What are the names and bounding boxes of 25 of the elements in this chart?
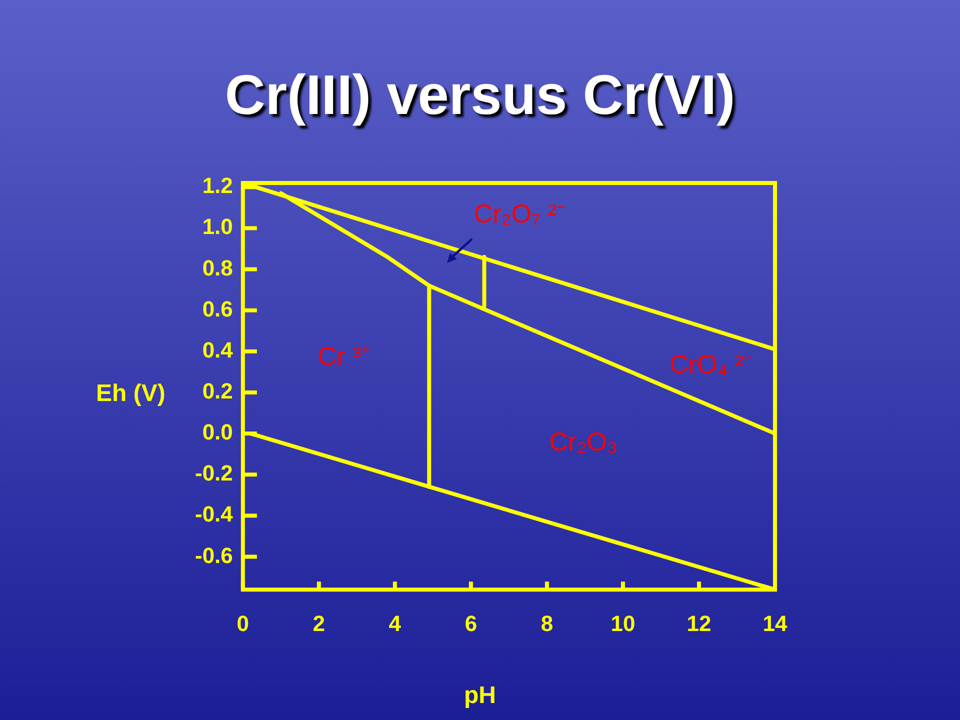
y-tick-label: -0.6 <box>194 542 233 568</box>
y-tick-label: 0.8 <box>202 255 233 280</box>
x-tick-label: 14 <box>762 610 788 636</box>
y-tick-label: 0.2 <box>202 378 233 404</box>
y-tick-label: 1.2 <box>202 173 233 198</box>
y-tick-label: -0.2 <box>194 460 233 486</box>
x-axis-title: pH <box>463 682 497 710</box>
x-tick-label: 6 <box>464 610 478 636</box>
annotation: Cr ³⁺ <box>318 341 370 372</box>
annotation: CrO₄ ²⁻ <box>670 349 753 380</box>
y-tick-label: -0.4 <box>194 502 234 527</box>
chart-title: Cr(III) versus Cr(VI) <box>224 62 736 127</box>
annotation: Cr₂O₃ <box>549 426 618 456</box>
y-tick-label: 0.0 <box>202 420 233 445</box>
x-tick-label: 2 <box>312 610 326 636</box>
annotation: Cr₂O₇ ²⁻ <box>474 198 566 229</box>
y-tick-label: 1.0 <box>202 214 233 240</box>
x-tick-label: 0 <box>236 610 250 636</box>
x-tick-label: 4 <box>388 610 402 636</box>
y-tick-label: 0.4 <box>202 337 234 362</box>
y-axis-title: Eh (V) <box>96 380 166 408</box>
x-tick-label: 10 <box>610 610 636 636</box>
x-tick-label: 12 <box>686 610 712 636</box>
y-tick-label: 0.6 <box>202 296 233 322</box>
x-tick-label: 8 <box>540 610 554 636</box>
